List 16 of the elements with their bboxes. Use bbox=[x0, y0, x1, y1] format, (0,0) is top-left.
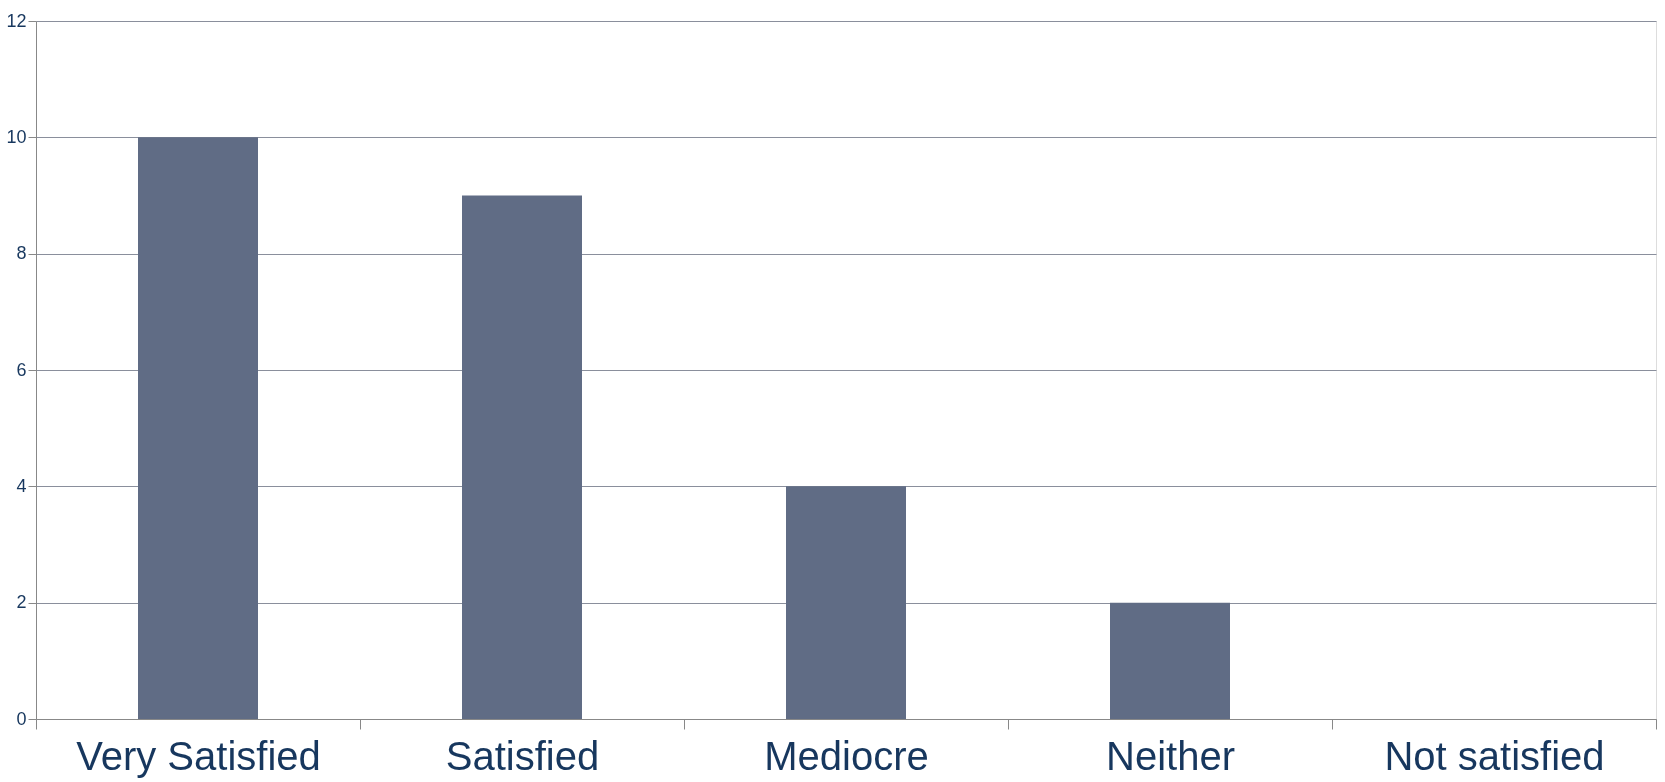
x-tick-label: Mediocre bbox=[764, 733, 929, 778]
bar bbox=[1110, 602, 1230, 719]
x-tick-label: Not satisfied bbox=[1384, 733, 1605, 778]
y-tick-label: 2 bbox=[16, 592, 27, 613]
x-tick-label: Satisfied bbox=[445, 733, 600, 778]
bar bbox=[138, 137, 258, 719]
x-tick-label: Very Satisfied bbox=[76, 733, 321, 778]
y-tick-label: 10 bbox=[6, 126, 27, 147]
bar bbox=[462, 195, 582, 719]
x-tick-label: Neither bbox=[1106, 733, 1235, 778]
y-tick-label: 8 bbox=[16, 243, 27, 264]
y-tick-label: 6 bbox=[16, 359, 27, 380]
y-tick-label: 4 bbox=[16, 475, 27, 496]
bar bbox=[786, 486, 906, 719]
y-tick-label: 0 bbox=[16, 708, 27, 729]
y-tick-label: 12 bbox=[6, 10, 27, 31]
